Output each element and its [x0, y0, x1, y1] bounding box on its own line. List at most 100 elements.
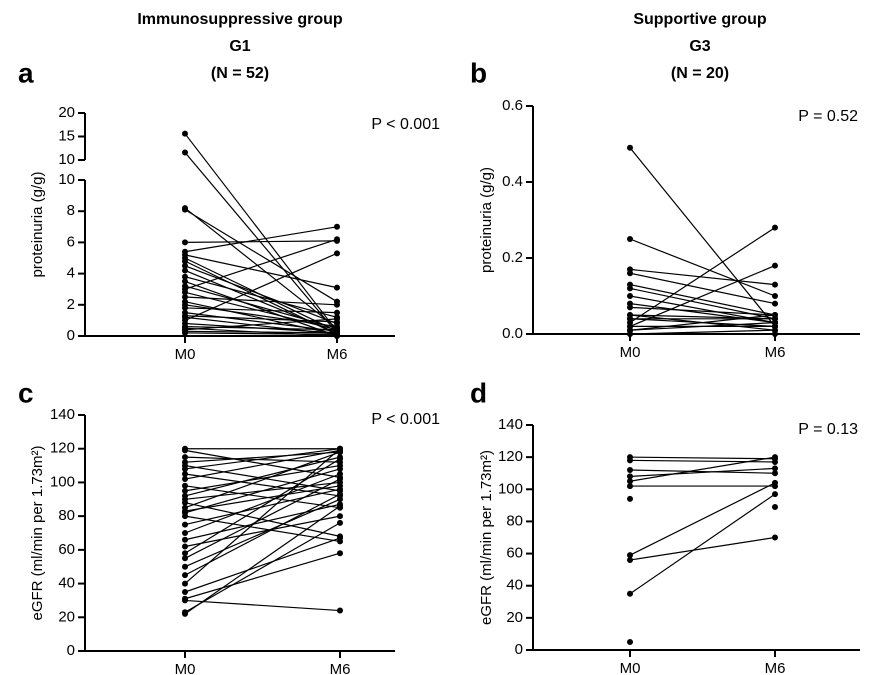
data-point	[182, 239, 188, 246]
data-point	[182, 555, 188, 562]
data-point	[182, 513, 188, 520]
data-point	[627, 590, 633, 597]
pair-line	[184, 209, 338, 303]
y-tick-label: 20	[58, 608, 75, 625]
pair-line	[184, 332, 338, 336]
data-point	[182, 149, 188, 156]
data-point	[182, 465, 188, 472]
y-axis-label: proteinuria (g/g)	[29, 172, 46, 278]
data-point	[337, 455, 343, 462]
data-point	[627, 236, 633, 242]
pair-line	[629, 467, 776, 478]
group-size: (N = 20)	[671, 65, 729, 82]
pair-line	[629, 238, 776, 297]
data-point	[772, 479, 778, 486]
data-point	[182, 278, 188, 285]
p-value: P = 0.52	[798, 108, 858, 125]
data-point	[182, 589, 188, 595]
group-code: G1	[229, 38, 250, 55]
pair-line	[184, 458, 341, 554]
pair-line	[184, 456, 341, 497]
pair-line	[629, 272, 776, 305]
panel-letter: a	[18, 57, 34, 88]
pair-line	[184, 152, 338, 334]
data-point	[627, 304, 633, 311]
data-point	[182, 487, 188, 494]
data-point	[334, 284, 340, 291]
data-point	[182, 273, 188, 280]
y-tick-label: 0.6	[502, 97, 523, 114]
data-point	[337, 486, 343, 493]
x-tick-label: M6	[330, 661, 351, 675]
data-point	[772, 331, 778, 337]
data-point	[334, 315, 340, 322]
data-point	[337, 496, 343, 503]
pair-line	[184, 326, 338, 331]
y-tick-label: 2	[67, 296, 75, 313]
pair-line	[629, 147, 776, 327]
data-point	[182, 499, 188, 506]
data-point	[337, 535, 343, 542]
x-tick-label: M0	[620, 344, 641, 361]
data-point	[182, 476, 188, 483]
pair-line	[184, 498, 341, 568]
pair-line	[629, 314, 776, 331]
data-point	[337, 465, 343, 472]
data-point	[182, 597, 188, 604]
y-tick-label: 20	[58, 104, 75, 121]
y-tick-label: 4	[67, 265, 75, 282]
pair-line	[184, 449, 341, 478]
data-point	[182, 267, 188, 274]
y-tick-label: 8	[67, 202, 75, 219]
y-tick-label: 0	[67, 327, 75, 344]
pair-line	[184, 468, 341, 514]
pair-line	[184, 451, 341, 509]
pair-line	[184, 464, 341, 492]
pair-line	[629, 329, 776, 335]
x-tick-label: M0	[175, 661, 196, 675]
data-point	[627, 467, 633, 473]
pair-line	[184, 502, 341, 537]
pair-line	[629, 469, 776, 474]
data-point	[182, 206, 188, 213]
pair-line	[184, 537, 341, 593]
data-point	[772, 491, 778, 498]
pair-line	[629, 268, 776, 286]
x-tick-label: M0	[175, 346, 196, 363]
pair-line	[629, 265, 776, 327]
data-point	[337, 476, 343, 483]
pair-line	[184, 522, 341, 613]
y-tick-label: 120	[498, 448, 523, 465]
pair-line	[184, 265, 338, 325]
pair-line	[184, 280, 338, 337]
data-point	[337, 519, 343, 526]
pair-line	[184, 238, 338, 290]
data-point	[182, 294, 188, 300]
data-point	[627, 473, 633, 480]
data-point	[334, 236, 340, 243]
p-value: P < 0.001	[371, 411, 440, 428]
y-tick-label: 10	[58, 171, 75, 188]
pair-line	[184, 226, 338, 253]
data-point	[182, 563, 188, 570]
y-tick-label: 140	[50, 406, 75, 423]
data-point	[627, 144, 633, 151]
data-point	[627, 557, 633, 563]
data-point	[337, 471, 343, 477]
pair-line	[184, 312, 338, 332]
y-tick-label: 80	[506, 512, 523, 529]
data-point	[772, 293, 778, 299]
data-point	[334, 301, 340, 308]
y-tick-label: 100	[50, 473, 75, 490]
data-point	[182, 580, 188, 587]
pair-line	[184, 448, 341, 470]
y-axis-label: eGFR (ml/min per 1.73m²)	[478, 450, 495, 625]
y-tick-label: 0.4	[502, 173, 523, 190]
x-tick-label: M6	[765, 660, 786, 675]
data-point	[182, 572, 188, 579]
data-point	[627, 552, 633, 559]
data-point	[337, 550, 343, 557]
pair-line	[184, 505, 341, 615]
group-title: Immunosuppressive group	[137, 11, 343, 28]
data-point	[182, 258, 188, 265]
